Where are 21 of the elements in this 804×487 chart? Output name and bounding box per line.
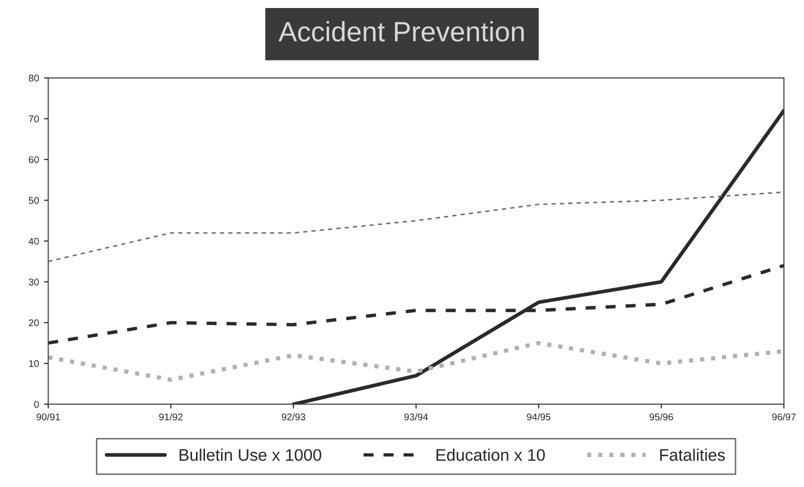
y-tick-label: 20 <box>28 319 39 326</box>
x-tick-label: 95/96 <box>650 413 674 420</box>
legend-label: Education x 10 <box>436 448 545 461</box>
y-tick-label: 70 <box>28 115 39 122</box>
y-tick-label: 40 <box>28 238 39 245</box>
line-series <box>48 340 784 382</box>
x-tick-label: 93/94 <box>404 413 428 420</box>
chart-title: Accident Prevention <box>278 21 524 42</box>
x-tick-label: 92/93 <box>282 413 306 420</box>
legend-label: Fatalities <box>660 448 725 461</box>
x-tick-label: 94/95 <box>526 413 550 420</box>
y-tick-label: 60 <box>28 156 39 164</box>
y-tick-label: 10 <box>29 360 39 368</box>
legend-label: Bulletin Use x 1000 <box>180 448 322 461</box>
x-tick-label: 90/91 <box>36 413 60 420</box>
y-tick-label: 30 <box>28 278 39 286</box>
y-tick-label: 50 <box>28 197 39 204</box>
x-tick-label: 91/92 <box>159 413 183 420</box>
y-tick-label: 80 <box>28 74 39 82</box>
y-tick-label: 0 <box>34 400 39 408</box>
x-tick-label: 96/97 <box>772 413 796 420</box>
